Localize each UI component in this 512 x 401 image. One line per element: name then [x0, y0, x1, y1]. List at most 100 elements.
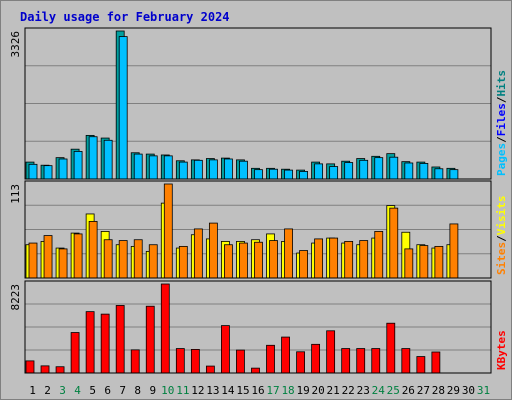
bar-kbytes-day-6 — [100, 313, 110, 374]
bar-sites-day-26 — [404, 248, 414, 279]
bar-sites-day-21 — [329, 237, 339, 279]
bar-files-day-15 — [239, 160, 248, 180]
bar-sites-day-10 — [163, 183, 173, 279]
bar-files-day-13 — [208, 159, 218, 180]
legend-part-1: / — [495, 136, 508, 143]
bar-sites-day-27 — [419, 245, 429, 279]
bar-files-day-29 — [449, 169, 459, 180]
bar-sites-day-12 — [193, 228, 203, 279]
bar-kbytes-day-15 — [236, 349, 245, 374]
x-tick-day-27: 27 — [417, 384, 430, 397]
x-tick-day-3: 3 — [59, 384, 66, 397]
bar-files-day-18 — [284, 169, 293, 180]
bar-kbytes-day-18 — [281, 336, 290, 374]
bar-kbytes-day-19 — [296, 351, 305, 374]
x-tick-day-30: 30 — [462, 384, 475, 397]
bar-kbytes-day-26 — [401, 348, 411, 374]
bar-kbytes-day-16 — [251, 367, 260, 374]
bar-files-day-22 — [344, 162, 354, 180]
bar-files-day-21 — [329, 166, 339, 180]
x-tick-day-14: 14 — [221, 384, 235, 397]
x-tick-day-22: 22 — [342, 384, 355, 397]
x-tick-day-19: 19 — [296, 384, 309, 397]
bar-files-day-24 — [374, 157, 384, 180]
x-tick-day-12: 12 — [191, 384, 204, 397]
panel-visits-sites-border — [24, 180, 492, 279]
bar-kbytes-day-25 — [386, 322, 396, 374]
bar-files-day-27 — [419, 163, 429, 180]
bar-sites-day-20 — [314, 238, 324, 279]
panel-kbytes-max-label: 8223 — [9, 284, 22, 311]
x-tick-day-20: 20 — [312, 384, 325, 397]
bar-files-day-7 — [118, 36, 128, 180]
bar-files-day-28 — [434, 168, 444, 180]
bar-sites-day-9 — [148, 244, 158, 279]
legend-part-0: Sites — [495, 242, 508, 275]
bar-sites-day-18 — [284, 228, 293, 279]
x-tick-day-6: 6 — [104, 384, 111, 397]
panel-hits-files-pages-legend: Pages/Files/Hits — [495, 70, 508, 176]
x-tick-day-10: 10 — [161, 384, 174, 397]
bar-sites-day-22 — [344, 240, 354, 279]
bar-sites-day-8 — [133, 239, 143, 279]
bar-sites-day-6 — [103, 239, 113, 279]
bar-sites-day-11 — [178, 245, 188, 279]
x-tick-day-1: 1 — [29, 384, 36, 397]
x-tick-day-24: 24 — [372, 384, 386, 397]
bar-kbytes-day-11 — [175, 348, 185, 374]
x-tick-day-15: 15 — [236, 384, 249, 397]
bar-files-day-11 — [178, 161, 188, 180]
bar-files-day-25 — [389, 156, 399, 180]
bar-kbytes-day-22 — [341, 348, 351, 374]
x-tick-day-31: 31 — [477, 384, 490, 397]
bar-sites-day-2 — [43, 235, 53, 279]
panel-kbytes-border — [24, 280, 492, 374]
x-tick-day-2: 2 — [44, 384, 51, 397]
bar-sites-day-24 — [374, 231, 384, 279]
bar-kbytes-day-21 — [326, 330, 336, 374]
x-tick-day-26: 26 — [402, 384, 415, 397]
bar-kbytes-day-27 — [416, 356, 426, 374]
panel-kbytes-legend: KBytes — [495, 330, 508, 370]
x-tick-day-5: 5 — [89, 384, 96, 397]
bar-kbytes-day-7 — [115, 305, 125, 374]
bar-kbytes-day-5 — [85, 311, 95, 374]
bar-kbytes-day-28 — [431, 351, 441, 374]
x-tick-day-28: 28 — [432, 384, 445, 397]
bar-files-day-17 — [269, 168, 278, 180]
legend-part-3: / — [495, 96, 508, 103]
bar-files-day-14 — [224, 158, 233, 180]
x-tick-day-23: 23 — [357, 384, 370, 397]
bar-kbytes-day-13 — [205, 365, 215, 374]
bar-kbytes-day-23 — [356, 348, 366, 374]
x-tick-day-13: 13 — [206, 384, 219, 397]
bar-kbytes-day-10 — [160, 283, 170, 374]
bar-files-day-23 — [359, 159, 369, 180]
bar-kbytes-day-17 — [266, 344, 275, 374]
bar-files-day-12 — [193, 159, 203, 180]
bar-files-day-8 — [133, 153, 143, 180]
bar-kbytes-day-3 — [55, 366, 65, 374]
chart-title: Daily usage for February 2024 — [20, 10, 230, 24]
bar-files-day-26 — [404, 162, 414, 180]
legend-part-2: Files — [495, 103, 508, 136]
x-tick-day-7: 7 — [119, 384, 126, 397]
bar-files-day-19 — [299, 171, 308, 180]
legend-part-4: Hits — [495, 70, 508, 97]
bar-kbytes-day-8 — [130, 349, 140, 374]
x-tick-day-18: 18 — [281, 384, 294, 397]
bar-files-day-1 — [28, 163, 38, 180]
bar-sites-day-5 — [88, 221, 98, 279]
bar-kbytes-day-20 — [311, 343, 321, 374]
x-tick-day-17: 17 — [266, 384, 279, 397]
bar-sites-day-19 — [299, 250, 308, 279]
bar-files-day-3 — [58, 158, 68, 180]
bar-files-day-9 — [148, 155, 158, 180]
bar-sites-day-29 — [449, 223, 459, 279]
bar-files-day-2 — [43, 165, 53, 180]
x-tick-day-25: 25 — [387, 384, 400, 397]
legend-part-0: KBytes — [495, 330, 508, 370]
bar-sites-day-17 — [269, 240, 278, 279]
bar-sites-day-25 — [389, 207, 399, 279]
